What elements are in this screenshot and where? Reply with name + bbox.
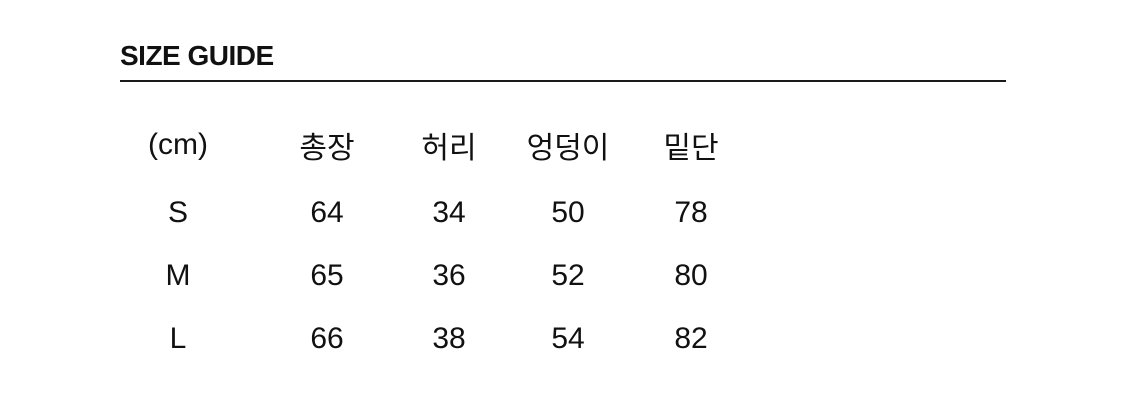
col-header-total-length: 총장 bbox=[299, 132, 355, 165]
section-title: SIZE GUIDE bbox=[120, 40, 274, 71]
size-guide-section: SIZE GUIDE (cm) 총장 허리 엉덩이 밑단 S 64 34 50 … bbox=[120, 40, 1006, 370]
cell-s-waist: 34 bbox=[432, 195, 466, 229]
cell-m-total-length: 65 bbox=[310, 258, 344, 292]
cell-l-waist: 38 bbox=[432, 321, 466, 355]
cell-l-hem: 82 bbox=[674, 321, 708, 355]
col-header-hem: 밑단 bbox=[663, 132, 719, 165]
title-divider bbox=[120, 80, 1006, 82]
cell-m-hip: 52 bbox=[551, 258, 585, 292]
size-table: (cm) 총장 허리 엉덩이 밑단 S 64 34 50 78 M 65 36 … bbox=[120, 109, 1006, 370]
cell-m-waist: 36 bbox=[432, 258, 466, 292]
cell-s-hip: 50 bbox=[551, 195, 585, 229]
col-header-waist: 허리 bbox=[421, 132, 477, 165]
cell-l-hip: 54 bbox=[551, 321, 585, 355]
row-label-l: L bbox=[169, 321, 187, 355]
row-label-s: S bbox=[167, 195, 188, 229]
row-label-m: M bbox=[165, 258, 191, 292]
cell-s-total-length: 64 bbox=[310, 195, 344, 229]
unit-label: (cm) bbox=[148, 128, 208, 161]
cell-l-total-length: 66 bbox=[310, 321, 344, 355]
cell-s-hem: 78 bbox=[674, 195, 708, 229]
cell-m-hem: 80 bbox=[674, 258, 708, 292]
col-header-hip: 엉덩이 bbox=[526, 132, 610, 165]
